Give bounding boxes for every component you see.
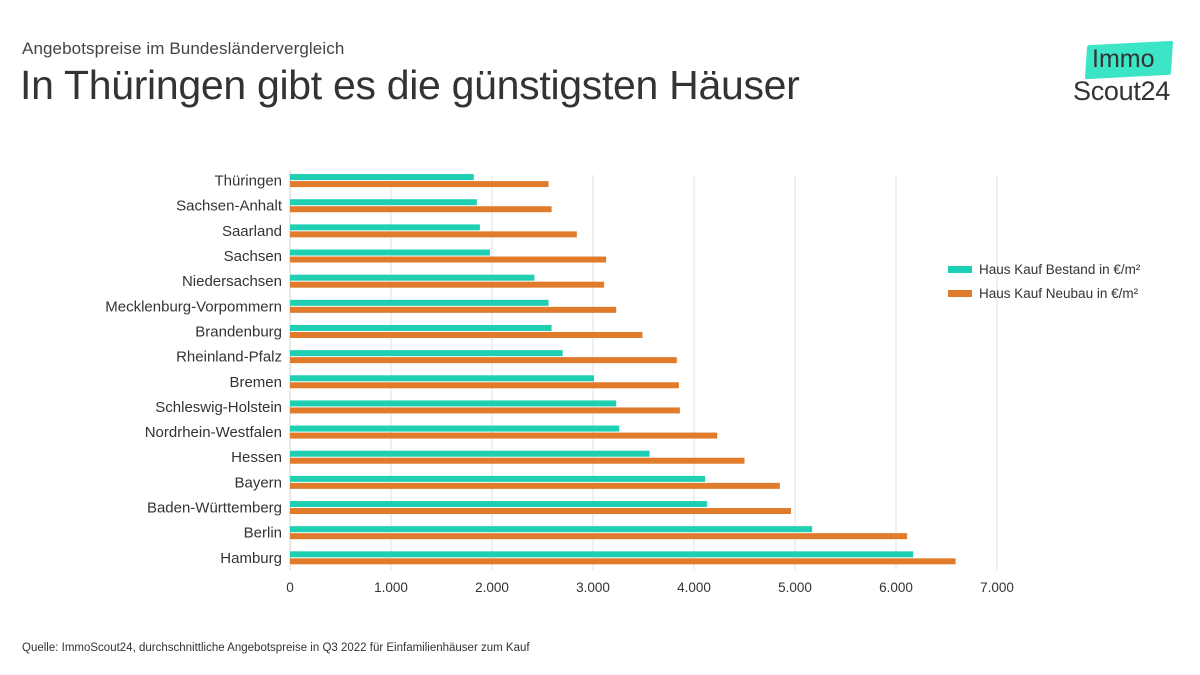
x-tick-label: 3.000 — [576, 580, 610, 595]
category-label: Hessen — [231, 449, 282, 466]
bar-neubau — [290, 181, 549, 188]
category-label: Niedersachsen — [182, 273, 282, 290]
logo-text-scout24: Scout24 — [1073, 76, 1170, 106]
bar-bestand — [290, 551, 914, 558]
x-tick-label: 7.000 — [980, 580, 1014, 595]
bar-neubau — [290, 508, 791, 515]
bar-neubau — [290, 432, 718, 439]
immoscout24-logo: Immo Scout24 — [1072, 40, 1184, 110]
bar-neubau — [290, 281, 605, 288]
source-note: Quelle: ImmoScout24, durchschnittliche A… — [22, 642, 530, 654]
bar-bestand — [290, 400, 617, 407]
legend-swatch — [948, 266, 972, 273]
category-label: Rheinland-Pfalz — [176, 349, 282, 366]
bar-neubau — [290, 382, 679, 389]
bar-bestand — [290, 450, 650, 457]
bar-bestand — [290, 526, 813, 533]
bar-neubau — [290, 256, 607, 263]
category-label: Schleswig-Holstein — [155, 399, 282, 416]
x-tick-label: 4.000 — [677, 580, 711, 595]
bar-neubau — [290, 231, 577, 238]
x-tick-label: 0 — [286, 580, 294, 595]
bar-bestand — [290, 274, 535, 281]
x-tick-label: 5.000 — [778, 580, 812, 595]
bar-bestand — [290, 249, 490, 256]
category-label: Sachsen-Anhalt — [176, 198, 283, 215]
category-label: Brandenburg — [195, 323, 282, 340]
category-label: Mecklenburg-Vorpommern — [105, 298, 282, 315]
bar-bestand — [290, 324, 552, 331]
bar-bestand — [290, 475, 706, 482]
bar-neubau — [290, 533, 908, 540]
bar-neubau — [290, 407, 680, 414]
category-label: Saarland — [222, 223, 282, 240]
bar-bestand — [290, 425, 620, 432]
category-label: Baden-Württemberg — [147, 500, 282, 517]
category-label: Thüringen — [214, 173, 282, 190]
bar-bestand — [290, 174, 474, 181]
chart-subtitle: Angebotspreise im Bundesländervergleich — [22, 39, 345, 58]
bar-bestand — [290, 501, 708, 508]
legend-label: Haus Kauf Neubau in €/m² — [979, 286, 1139, 301]
x-tick-label: 1.000 — [374, 580, 408, 595]
category-label: Bremen — [229, 374, 282, 391]
bar-neubau — [290, 306, 617, 313]
x-tick-label: 6.000 — [879, 580, 913, 595]
bar-bestand — [290, 224, 480, 231]
legend-label: Haus Kauf Bestand in €/m² — [979, 262, 1141, 277]
category-label: Berlin — [244, 525, 282, 542]
bar-neubau — [290, 357, 677, 364]
category-label: Bayern — [234, 474, 282, 491]
bar-neubau — [290, 558, 956, 565]
x-tick-label: 2.000 — [475, 580, 509, 595]
bar-neubau — [290, 331, 643, 338]
category-label: Hamburg — [220, 550, 282, 567]
bar-neubau — [290, 206, 552, 213]
category-label: Sachsen — [224, 248, 282, 265]
legend-swatch — [948, 290, 972, 297]
bar-bestand — [290, 375, 595, 382]
bar-neubau — [290, 457, 745, 464]
logo-text-immo: Immo — [1092, 45, 1155, 73]
bar-neubau — [290, 482, 780, 489]
bar-bestand — [290, 350, 563, 357]
bar-bestand — [290, 199, 477, 206]
category-label: Nordrhein-Westfalen — [145, 424, 282, 441]
chart-title: In Thüringen gibt es die günstigsten Häu… — [20, 62, 800, 108]
bar-bestand — [290, 299, 549, 306]
